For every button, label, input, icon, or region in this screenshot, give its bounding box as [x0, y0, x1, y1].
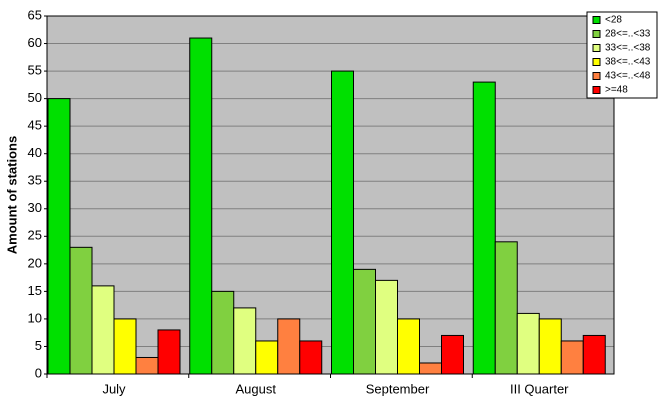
y-tick-label: 60: [28, 35, 42, 50]
x-tick-label: August: [236, 381, 277, 396]
bar: [516, 312, 540, 375]
bar: [375, 279, 398, 375]
legend: <28 28<=..<33 33<=..<38 38<=..<43 43<=..<48 >…: [586, 11, 658, 99]
bar: [472, 81, 496, 375]
legend-label: 43<=..<48: [605, 71, 651, 82]
plot-border: [46, 15, 615, 375]
bar: [189, 37, 213, 375]
y-tick-label: 55: [28, 63, 42, 78]
legend-swatch: [592, 16, 601, 24]
bar: [69, 246, 93, 375]
bar: [277, 318, 301, 375]
bar: [582, 334, 606, 375]
bar: [113, 318, 137, 375]
bar: [91, 285, 115, 375]
bar: [419, 362, 442, 375]
legend-label: 28<=..<33: [605, 29, 651, 40]
x-tick-label: III Quarter: [510, 381, 569, 396]
y-tick-label: 45: [28, 118, 42, 133]
legend-swatch: [592, 86, 601, 94]
y-tick-label: 25: [28, 228, 42, 243]
legend-label: 33<=..<38: [605, 43, 651, 54]
bar: [299, 340, 323, 375]
y-tick-label: 0: [35, 365, 42, 380]
x-tick-label: July: [102, 381, 126, 396]
bar: [397, 318, 420, 375]
legend-box: [586, 11, 658, 99]
bar: [157, 329, 181, 375]
y-tick-label: 10: [28, 310, 42, 325]
y-tick-label: 5: [35, 338, 42, 353]
bar: [255, 340, 279, 375]
bar: [135, 356, 159, 375]
bar: [560, 340, 584, 375]
legend-swatch: [592, 72, 601, 80]
y-tick-label: 15: [28, 283, 42, 298]
bar: [353, 268, 376, 375]
legend-swatch: [592, 58, 601, 66]
y-tick-label: 65: [28, 7, 42, 22]
legend-label: 38<=..<43: [605, 57, 651, 68]
bar: [494, 241, 518, 375]
bar: [211, 290, 235, 375]
bar: [331, 70, 354, 375]
bar: [441, 334, 464, 375]
x-tick-label: September: [366, 381, 430, 396]
y-tick-label: 30: [28, 200, 42, 215]
legend-label: <28: [605, 15, 622, 26]
y-tick-label: 20: [28, 255, 42, 270]
legend-swatch: [592, 30, 601, 38]
y-tick-label: 35: [28, 173, 42, 188]
bar: [47, 98, 71, 375]
y-tick-label: 40: [28, 145, 42, 160]
bar: [233, 307, 257, 375]
y-axis-label: Amount of stations: [4, 136, 19, 254]
legend-swatch: [592, 44, 601, 52]
bar: [538, 318, 562, 375]
legend-label: >=48: [605, 85, 628, 96]
y-tick-label: 50: [28, 90, 42, 105]
